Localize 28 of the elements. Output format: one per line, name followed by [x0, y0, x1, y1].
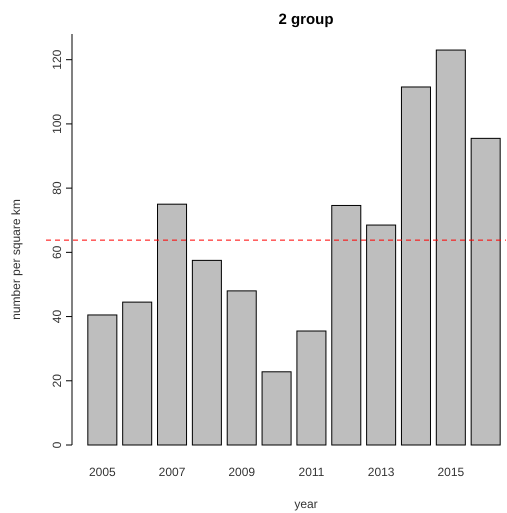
y-axis-title: number per square km — [9, 199, 23, 320]
x-tick-label: 2011 — [298, 465, 325, 479]
bar — [157, 204, 188, 446]
bar — [331, 204, 362, 446]
y-tick-label: 40 — [50, 310, 64, 324]
x-tick-label: 2009 — [228, 465, 256, 479]
bar — [122, 302, 152, 446]
x-tick-label: 2005 — [88, 465, 116, 479]
y-tick-label: 20 — [50, 374, 64, 388]
x-tick-label: 2015 — [437, 465, 464, 479]
bar — [366, 224, 396, 446]
x-axis-title: year — [294, 497, 318, 511]
y-tick-label: 0 — [50, 441, 64, 448]
x-tick-label: 2013 — [368, 465, 395, 479]
bar — [296, 330, 326, 446]
bar — [87, 314, 118, 446]
y-tick-label: 120 — [50, 49, 64, 70]
chart-title: 2 group — [278, 11, 334, 28]
y-tick-label: 60 — [50, 245, 64, 260]
bar — [262, 371, 292, 446]
bar — [470, 138, 501, 446]
bar — [192, 260, 222, 446]
bar — [436, 50, 466, 446]
y-tick-label: 100 — [50, 114, 64, 134]
bar — [226, 290, 257, 446]
y-tick-label: 80 — [50, 181, 64, 195]
x-tick-label: 2007 — [158, 465, 186, 479]
bar — [400, 86, 431, 446]
